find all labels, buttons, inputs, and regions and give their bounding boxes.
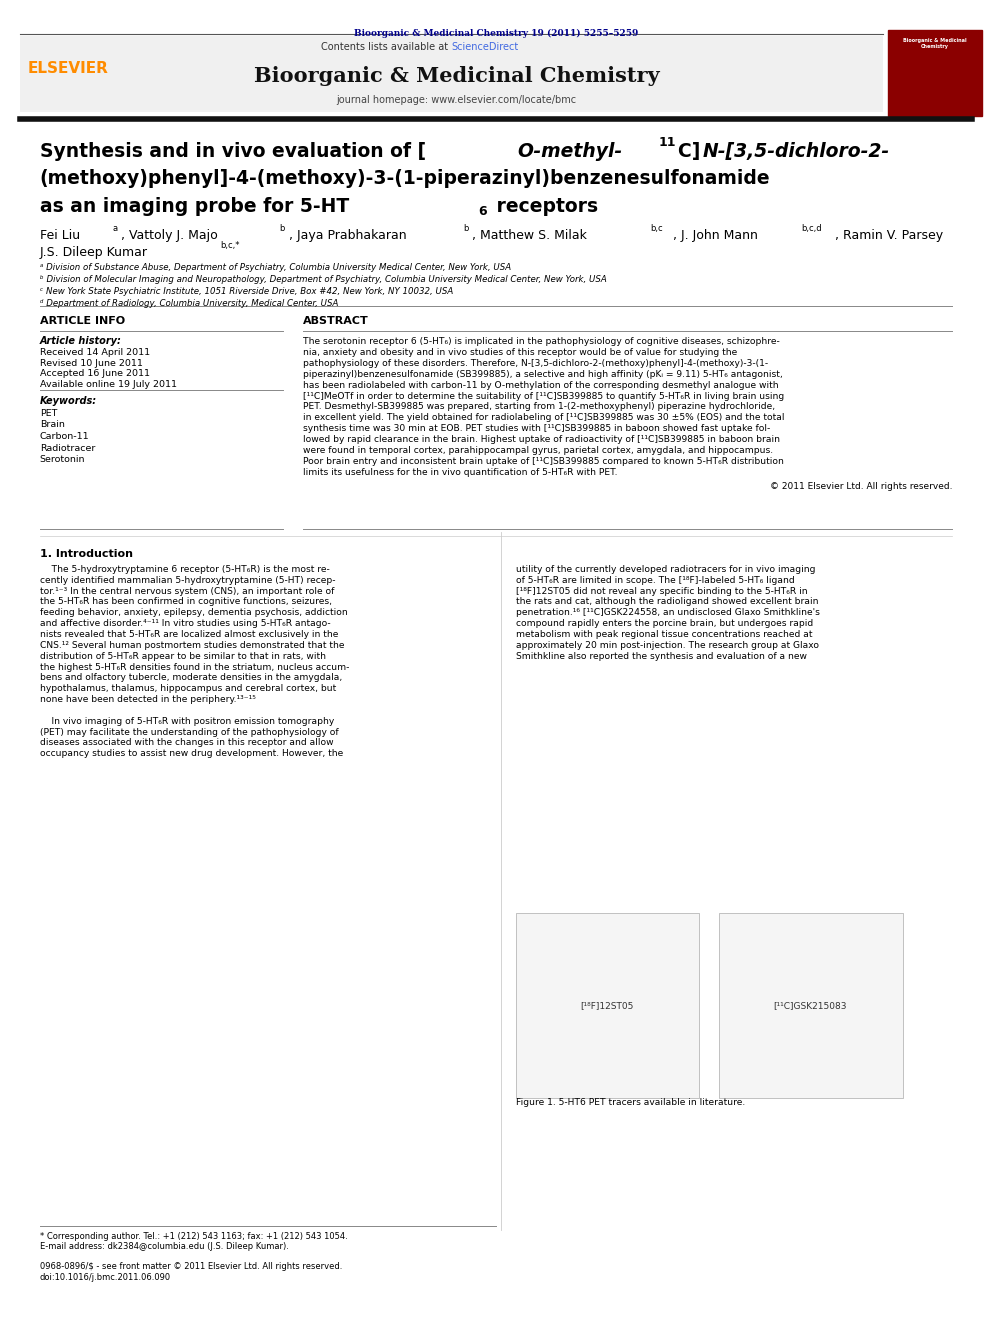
Text: The 5-hydroxytryptamine 6 receptor (5-HT₆R) is the most re-: The 5-hydroxytryptamine 6 receptor (5-HT… [40, 565, 329, 574]
Text: , Vattoly J. Majo: , Vattoly J. Majo [121, 229, 222, 242]
Text: piperazinyl)benzenesulfonamide (SB399885), a selective and high affinity (pKᵢ = : piperazinyl)benzenesulfonamide (SB399885… [303, 370, 783, 378]
Text: penetration.¹⁶ [¹¹C]GSK224558, an undisclosed Glaxo Smithkline's: penetration.¹⁶ [¹¹C]GSK224558, an undisc… [516, 609, 819, 618]
Text: Figure 1. 5-HT6 PET tracers available in literature.: Figure 1. 5-HT6 PET tracers available in… [516, 1098, 745, 1107]
Text: Carbon-11: Carbon-11 [40, 433, 89, 441]
Text: receptors: receptors [490, 197, 598, 216]
Text: ᵃ Division of Substance Abuse, Department of Psychiatry, Columbia University Med: ᵃ Division of Substance Abuse, Departmen… [40, 263, 511, 273]
Text: in excellent yield. The yield obtained for radiolabeling of [¹¹C]SB399885 was 30: in excellent yield. The yield obtained f… [303, 413, 784, 422]
Text: , Matthew S. Milak: , Matthew S. Milak [472, 229, 591, 242]
Text: Brain: Brain [40, 421, 64, 430]
Text: , J. John Mann: , J. John Mann [673, 229, 762, 242]
Text: nists revealed that 5-HT₆R are localized almost exclusively in the: nists revealed that 5-HT₆R are localized… [40, 630, 338, 639]
Text: The serotonin receptor 6 (5-HT₆) is implicated in the pathophysiology of cogniti: The serotonin receptor 6 (5-HT₆) is impl… [303, 337, 780, 347]
Text: cently identified mammalian 5-hydroxytryptamine (5-HT) recep-: cently identified mammalian 5-hydroxytry… [40, 576, 335, 585]
FancyBboxPatch shape [888, 30, 982, 116]
Text: pathophysiology of these disorders. Therefore, N-[3,5-dichloro-2-(methoxy)phenyl: pathophysiology of these disorders. Ther… [303, 359, 768, 368]
Text: ARTICLE INFO: ARTICLE INFO [40, 316, 125, 327]
Text: N-[3,5-dichloro-2-: N-[3,5-dichloro-2- [702, 142, 890, 160]
Text: CNS.¹² Several human postmortem studies demonstrated that the: CNS.¹² Several human postmortem studies … [40, 640, 344, 650]
Text: PET: PET [40, 409, 58, 418]
Text: 6: 6 [478, 205, 487, 218]
Text: approximately 20 min post-injection. The research group at Glaxo: approximately 20 min post-injection. The… [516, 640, 818, 650]
Text: b: b [280, 224, 285, 233]
Text: ScienceDirect: ScienceDirect [451, 42, 519, 53]
Text: occupancy studies to assist new drug development. However, the: occupancy studies to assist new drug dev… [40, 749, 343, 758]
Text: b,c: b,c [650, 224, 663, 233]
Text: Contents lists available at: Contents lists available at [321, 42, 451, 53]
Text: J.S. Dileep Kumar: J.S. Dileep Kumar [40, 246, 152, 259]
Text: of 5-HT₆R are limited in scope. The [¹⁸F]-labeled 5-HT₆ ligand: of 5-HT₆R are limited in scope. The [¹⁸F… [516, 576, 795, 585]
Text: bens and olfactory tubercle, moderate densities in the amygdala,: bens and olfactory tubercle, moderate de… [40, 673, 342, 683]
Text: as an imaging probe for 5-HT: as an imaging probe for 5-HT [40, 197, 349, 216]
FancyBboxPatch shape [719, 913, 903, 1098]
Text: lowed by rapid clearance in the brain. Highest uptake of radioactivity of [¹¹C]S: lowed by rapid clearance in the brain. H… [303, 435, 780, 445]
Text: In vivo imaging of 5-HT₆R with positron emission tomography: In vivo imaging of 5-HT₆R with positron … [40, 717, 334, 726]
Text: synthesis time was 30 min at EOB. PET studies with [¹¹C]SB399885 in baboon showe: synthesis time was 30 min at EOB. PET st… [303, 425, 770, 433]
Text: ᵈ Department of Radiology, Columbia University, Medical Center, USA: ᵈ Department of Radiology, Columbia Univ… [40, 299, 338, 308]
Text: ABSTRACT: ABSTRACT [303, 316, 368, 327]
Text: 11: 11 [659, 136, 677, 149]
Text: a: a [112, 224, 117, 233]
Text: b: b [463, 224, 468, 233]
Text: Smithkline also reported the synthesis and evaluation of a new: Smithkline also reported the synthesis a… [516, 652, 806, 660]
Text: Revised 10 June 2011: Revised 10 June 2011 [40, 359, 143, 368]
Text: b,c,*: b,c,* [220, 241, 240, 250]
Text: O-methyl-: O-methyl- [518, 142, 623, 160]
Text: Bioorganic & Medicinal
Chemistry: Bioorganic & Medicinal Chemistry [903, 38, 966, 49]
Text: the 5-HT₆R has been confirmed in cognitive functions, seizures,: the 5-HT₆R has been confirmed in cogniti… [40, 598, 331, 606]
Text: [¹⁸F]12ST05 did not reveal any specific binding to the 5-HT₆R in: [¹⁸F]12ST05 did not reveal any specific … [516, 586, 807, 595]
Text: Bioorganic & Medicinal Chemistry 19 (2011) 5255–5259: Bioorganic & Medicinal Chemistry 19 (201… [354, 29, 638, 38]
Text: Received 14 April 2011: Received 14 April 2011 [40, 348, 150, 357]
Text: Article history:: Article history: [40, 336, 122, 347]
FancyBboxPatch shape [20, 36, 883, 112]
Text: were found in temporal cortex, parahippocampal gyrus, parietal cortex, amygdala,: were found in temporal cortex, parahippo… [303, 446, 773, 455]
Text: ᶜ New York State Psychiatric Institute, 1051 Riverside Drive, Box #42, New York,: ᶜ New York State Psychiatric Institute, … [40, 287, 453, 296]
Text: compound rapidly enters the porcine brain, but undergoes rapid: compound rapidly enters the porcine brai… [516, 619, 813, 628]
Text: PET. Desmethyl-SB399885 was prepared, starting from 1-(2-methoxyphenyl) piperazi: PET. Desmethyl-SB399885 was prepared, st… [303, 402, 775, 411]
Text: doi:10.1016/j.bmc.2011.06.090: doi:10.1016/j.bmc.2011.06.090 [40, 1273, 171, 1282]
Text: 1. Introduction: 1. Introduction [40, 549, 133, 560]
Text: Available online 19 July 2011: Available online 19 July 2011 [40, 380, 177, 389]
Text: has been radiolabeled with carbon-11 by O-methylation of the corresponding desme: has been radiolabeled with carbon-11 by … [303, 381, 778, 390]
Text: Fei Liu: Fei Liu [40, 229, 83, 242]
Text: limits its usefulness for the in vivo quantification of 5-HT₆R with PET.: limits its usefulness for the in vivo qu… [303, 467, 617, 476]
Text: © 2011 Elsevier Ltd. All rights reserved.: © 2011 Elsevier Ltd. All rights reserved… [770, 483, 952, 491]
Text: Synthesis and in vivo evaluation of [: Synthesis and in vivo evaluation of [ [40, 142, 426, 160]
Text: , Ramin V. Parsey: , Ramin V. Parsey [835, 229, 947, 242]
Text: (methoxy)phenyl]-4-(methoxy)-3-(1-piperazinyl)benzenesulfonamide: (methoxy)phenyl]-4-(methoxy)-3-(1-pipera… [40, 169, 771, 188]
Text: , Jaya Prabhakaran: , Jaya Prabhakaran [289, 229, 411, 242]
Text: Poor brain entry and inconsistent brain uptake of [¹¹C]SB399885 compared to know: Poor brain entry and inconsistent brain … [303, 456, 784, 466]
Text: Serotonin: Serotonin [40, 455, 85, 464]
FancyBboxPatch shape [516, 913, 699, 1098]
Text: hypothalamus, thalamus, hippocampus and cerebral cortex, but: hypothalamus, thalamus, hippocampus and … [40, 684, 336, 693]
Text: [¹¹C]MeOTf in order to determine the suitability of [¹¹C]SB399885 to quantify 5-: [¹¹C]MeOTf in order to determine the sui… [303, 392, 784, 401]
Text: and affective disorder.⁴⁻¹¹ In vitro studies using 5-HT₆R antago-: and affective disorder.⁴⁻¹¹ In vitro stu… [40, 619, 330, 628]
Text: none have been detected in the periphery.¹³⁻¹⁵: none have been detected in the periphery… [40, 695, 256, 704]
Text: distribution of 5-HT₆R appear to be similar to that in rats, with: distribution of 5-HT₆R appear to be simi… [40, 652, 325, 660]
Text: nia, anxiety and obesity and in vivo studies of this receptor would be of value : nia, anxiety and obesity and in vivo stu… [303, 348, 737, 357]
Text: tor.¹⁻³ In the central nervous system (CNS), an important role of: tor.¹⁻³ In the central nervous system (C… [40, 586, 334, 595]
Text: [¹⁸F]12ST05: [¹⁸F]12ST05 [580, 1002, 634, 1009]
Text: E-mail address: dk2384@columbia.edu (J.S. Dileep Kumar).: E-mail address: dk2384@columbia.edu (J.S… [40, 1242, 289, 1252]
Text: Bioorganic & Medicinal Chemistry: Bioorganic & Medicinal Chemistry [254, 66, 659, 86]
Text: diseases associated with the changes in this receptor and allow: diseases associated with the changes in … [40, 738, 333, 747]
Text: ᵇ Division of Molecular Imaging and Neuropathology, Department of Psychiatry, Co: ᵇ Division of Molecular Imaging and Neur… [40, 275, 606, 284]
Text: b,c,d: b,c,d [802, 224, 822, 233]
Text: ELSEVIER: ELSEVIER [28, 61, 109, 77]
Text: metabolism with peak regional tissue concentrations reached at: metabolism with peak regional tissue con… [516, 630, 812, 639]
Text: utility of the currently developed radiotracers for in vivo imaging: utility of the currently developed radio… [516, 565, 815, 574]
Text: [¹¹C]GSK215083: [¹¹C]GSK215083 [774, 1002, 847, 1009]
Text: 0968-0896/$ - see front matter © 2011 Elsevier Ltd. All rights reserved.: 0968-0896/$ - see front matter © 2011 El… [40, 1262, 342, 1271]
Text: Accepted 16 June 2011: Accepted 16 June 2011 [40, 369, 150, 378]
Text: journal homepage: www.elsevier.com/locate/bmc: journal homepage: www.elsevier.com/locat… [336, 95, 576, 106]
Text: (PET) may facilitate the understanding of the pathophysiology of: (PET) may facilitate the understanding o… [40, 728, 338, 737]
Text: Radiotracer: Radiotracer [40, 443, 95, 452]
Text: * Corresponding author. Tel.: +1 (212) 543 1163; fax: +1 (212) 543 1054.: * Corresponding author. Tel.: +1 (212) 5… [40, 1232, 347, 1241]
Text: the rats and cat, although the radioligand showed excellent brain: the rats and cat, although the radioliga… [516, 598, 818, 606]
Text: the highest 5-HT₆R densities found in the striatum, nucleus accum-: the highest 5-HT₆R densities found in th… [40, 663, 349, 672]
Text: Keywords:: Keywords: [40, 396, 97, 406]
Text: C]: C] [678, 142, 706, 160]
Text: feeding behavior, anxiety, epilepsy, dementia psychosis, addiction: feeding behavior, anxiety, epilepsy, dem… [40, 609, 347, 618]
